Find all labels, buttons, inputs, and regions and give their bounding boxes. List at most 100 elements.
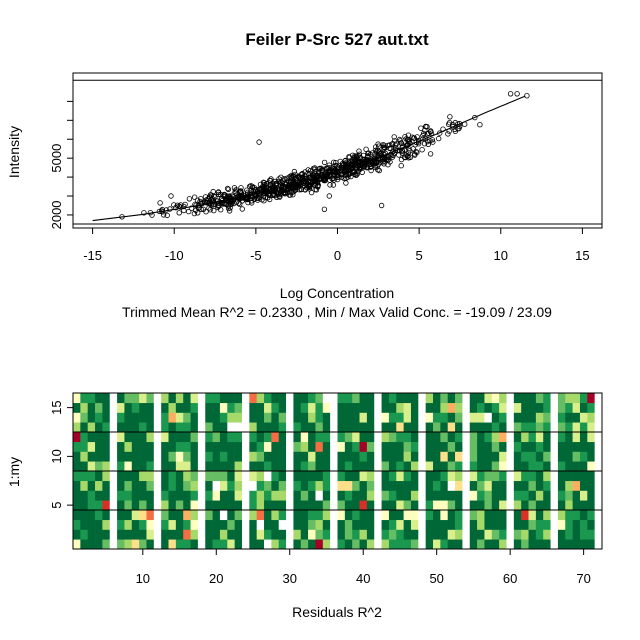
heatmap-cell [344, 402, 353, 413]
heatmap-cell [528, 519, 537, 530]
data-point [272, 178, 278, 185]
heatmap-cell [557, 461, 566, 472]
heatmap-cell [388, 393, 397, 404]
heatmap-cell [565, 412, 573, 423]
heatmap-cell [337, 529, 346, 540]
data-point [423, 123, 429, 130]
data-point [343, 180, 349, 186]
data-point [306, 183, 312, 190]
heatmap-cell [425, 393, 434, 404]
heatmap-cell [557, 432, 566, 443]
heatmap-cell [344, 519, 353, 530]
heatmap-cell [234, 441, 243, 452]
data-point [327, 177, 333, 183]
heatmap-cell [139, 529, 147, 540]
heatmap-cell [469, 510, 478, 521]
heatmap-cell [146, 510, 155, 521]
heatmap-cell [477, 393, 485, 404]
heatmap-cell [227, 519, 235, 530]
heatmap-cell [124, 490, 133, 501]
heatmap-cell [80, 393, 88, 404]
heatmap-cell [175, 393, 184, 404]
heatmap-cell [477, 451, 485, 462]
heatmap-cell [330, 432, 338, 443]
heatmap-cell [286, 402, 294, 413]
heatmap-cell [410, 451, 419, 462]
heatmap-cell [572, 422, 581, 433]
heatmap-cell [587, 412, 595, 423]
heatmap-cell [117, 539, 125, 550]
heatmap-cell [418, 412, 426, 423]
heatmap-cell [491, 402, 500, 413]
heatmap-cell [565, 500, 573, 511]
heatmap-cell [594, 539, 603, 550]
heatmap-cell [95, 529, 103, 540]
heatmap-cell [131, 490, 140, 501]
heatmap-cell [477, 412, 485, 423]
heatmap-cell [87, 500, 96, 511]
heatmap-cell [139, 441, 147, 452]
heatmap-cell [440, 393, 449, 404]
heatmap-cell [271, 461, 280, 472]
heatmap-cell [286, 539, 294, 550]
heatmap-x-tick-label: 40 [356, 571, 370, 586]
heatmap-cell [212, 480, 221, 491]
heatmap-cell [528, 529, 537, 540]
heatmap-cell [499, 412, 507, 423]
heatmap-cell [330, 529, 338, 540]
heatmap-cell [102, 529, 111, 540]
data-point [376, 149, 382, 155]
heatmap-cell [513, 519, 522, 530]
heatmap-cell [455, 432, 463, 443]
heatmap-cell [477, 432, 485, 443]
heatmap-cell [396, 539, 404, 550]
heatmap-cell [271, 539, 280, 550]
heatmap-cell [433, 451, 441, 462]
data-point [235, 200, 242, 206]
heatmap-cell [513, 412, 522, 423]
data-point [421, 130, 427, 137]
heatmap-cell [190, 519, 199, 530]
heatmap-cell [146, 432, 155, 443]
heatmap-cell [131, 471, 140, 482]
heatmap-cell [396, 451, 404, 462]
heatmap-cell [264, 471, 272, 482]
heatmap-cell [499, 500, 507, 511]
heatmap-cell [190, 441, 199, 452]
heatmap-cell [322, 519, 331, 530]
heatmap-cell [124, 480, 133, 491]
heatmap-cell [271, 402, 280, 413]
heatmap-cell [87, 402, 96, 413]
heatmap-cell [418, 432, 426, 443]
heatmap-cell [249, 500, 257, 511]
heatmap-cell [543, 500, 551, 511]
heatmap-cell [535, 432, 544, 443]
heatmap-cell [374, 441, 382, 452]
heatmap-cell [572, 539, 581, 550]
heatmap-cell [484, 402, 493, 413]
heatmap-cell [300, 500, 309, 511]
heatmap-cell [337, 422, 346, 433]
heatmap-cell [124, 441, 133, 452]
heatmap-cell [146, 402, 155, 413]
data-point [236, 201, 243, 207]
heatmap-cell [271, 471, 280, 482]
heatmap-cell [139, 519, 147, 530]
data-point [298, 186, 304, 193]
heatmap-cell [440, 539, 449, 550]
heatmap-cell [469, 519, 478, 530]
heatmap-cell [381, 441, 390, 452]
heatmap-cell [241, 422, 250, 433]
heatmap-cell [594, 461, 603, 472]
heatmap-cell [506, 471, 515, 482]
heatmap-cell [241, 539, 250, 550]
x-axis-label: Log Concentration [280, 285, 394, 301]
heatmap-cell [587, 461, 595, 472]
heatmap-cell [300, 393, 309, 404]
heatmap-cell [212, 402, 221, 413]
data-point [191, 210, 198, 217]
heatmap-cell [557, 471, 566, 482]
heatmap-cell [425, 422, 434, 433]
heatmap-cell [278, 402, 287, 413]
heatmap-cell [550, 451, 559, 462]
